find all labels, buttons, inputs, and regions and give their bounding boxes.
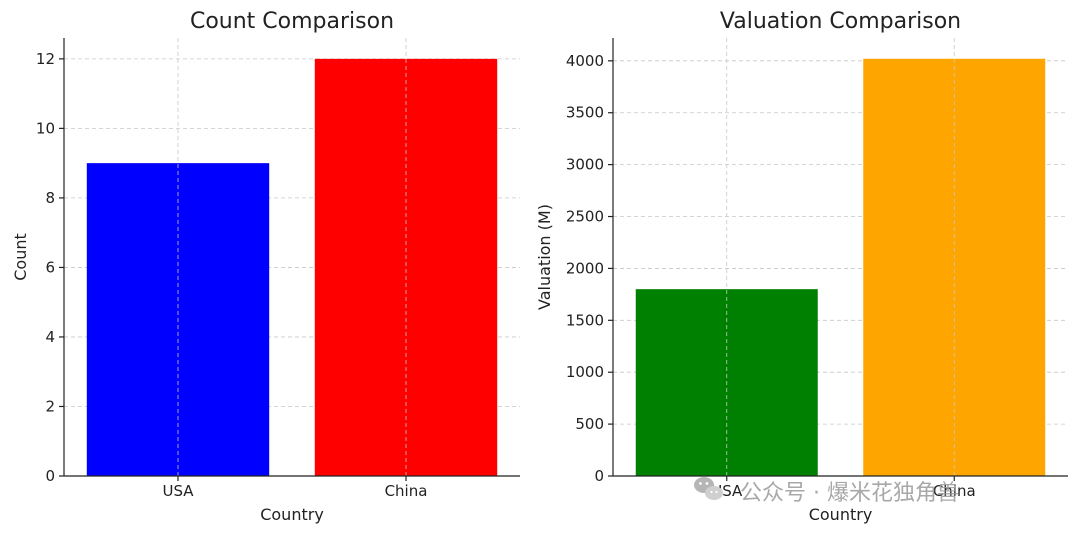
watermark: 公众号 · 爆米花独角兽 (694, 477, 959, 506)
chart-0-ytick-label-1: 2 (45, 397, 55, 415)
chart-0-ytick-label-4: 8 (45, 189, 55, 207)
watermark-text: 公众号 · 爆米花独角兽 (740, 481, 959, 506)
chart-0-title: Count Comparison (190, 9, 394, 34)
chart-0-ytick-label-6: 12 (36, 50, 55, 68)
chart-1-ytick-label-6: 3000 (566, 156, 604, 174)
chart-0-ylabel: Count (11, 233, 30, 281)
chart-1-bar-china (863, 58, 1046, 476)
chart-0-ytick-label-5: 10 (36, 119, 55, 137)
chart-0-ytick-label-2: 4 (45, 328, 55, 346)
chart-0-ytick-label-3: 6 (45, 258, 55, 276)
chart-1-xlabel: Country (809, 505, 873, 524)
chart-1-title: Valuation Comparison (720, 9, 961, 34)
chart-1-ytick-label-3: 1500 (566, 311, 604, 329)
chart-0-xtick-label-china: China (385, 482, 428, 500)
chart-1-ytick-label-8: 4000 (566, 52, 604, 70)
wechat-icon (694, 477, 723, 500)
chart-1-xtick-label-china: China (933, 482, 976, 500)
chart-1-ytick-label-5: 2500 (566, 208, 604, 226)
chart-1-ytick-label-1: 500 (575, 415, 604, 433)
chart-1-ytick-label-2: 1000 (566, 363, 604, 381)
chart-0-xtick-label-usa: USA (162, 482, 194, 500)
chart-0-xlabel: Country (260, 505, 324, 524)
chart-1-ytick-label-4: 2000 (566, 259, 604, 277)
chart-0-bar-china (314, 58, 498, 476)
chart-0-ytick-label-0: 0 (45, 467, 55, 485)
chart-1-ytick-label-7: 3500 (566, 104, 604, 122)
count-chart-panel: 0 2 4 6 8 10 12 USA China Count Comparison Country… (11, 9, 520, 524)
chart-1-ytick-label-0: 0 (594, 467, 604, 485)
chart-1-ylabel: Valuation (M) (535, 204, 554, 310)
